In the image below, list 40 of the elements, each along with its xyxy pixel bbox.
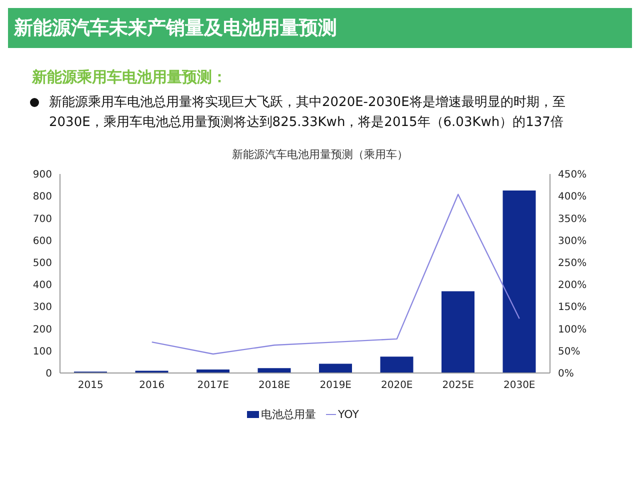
bar [442,291,474,373]
x-tick-label: 2017E [197,380,230,392]
x-tick-label: 2030E [503,380,536,392]
text: 新能源汽车电池用量预测（乘用车） [231,147,409,162]
bar [380,356,414,373]
x-tick-label: 2016 [139,380,165,392]
legend-label: YOY [337,407,359,422]
bar [319,364,352,373]
legend-label: 电池总用量 [260,407,316,422]
x-tick-label: 2020E [380,380,413,392]
y-tick-label: 500 [32,258,52,269]
y-tick-label: 800 [32,192,52,203]
y-tick-label: 600 [32,236,52,247]
y-tick-label: 400 [32,280,52,292]
y-tick-label: 700 [32,214,52,225]
y-tick-label: 0 [46,368,52,380]
line-series [151,194,520,355]
text: 新能源乘用车电池总用量将实现巨大飞跃，其中2020E-2030E将是增速最明显的时期，至2030E，乘用车电池总用量预测将达到825.33Kwh，将是2015年（6.03Kwh）的137倍 [49,94,566,132]
y2-tick-label: 200% [558,280,587,292]
y2-tick-label: 400% [558,192,587,203]
y-tick-label: 900 [32,170,52,181]
y2-tick-label: 50% [558,346,580,358]
x-tick-label: 2025E [442,380,474,392]
y2-tick-label: 100% [558,324,587,336]
chart-subtitle: 新能源乘用车电池用量预测： [32,68,228,87]
y-tick-label: 300 [32,302,52,314]
bar [258,368,291,373]
y2-tick-label: 300% [558,236,587,247]
y2-tick-label: 250% [558,258,587,269]
chart-title: 新能源汽车未来产销量及电池用量预测 [8,8,632,48]
y-tick-label: 100 [32,346,52,358]
bar [502,190,536,373]
x-tick-label: 2015 [78,380,104,392]
x-tick-label: 2018E [258,380,290,392]
y2-tick-label: 450% [558,170,587,181]
y2-tick-label: 0% [558,368,574,380]
y2-tick-label: 150% [558,302,587,314]
x-tick-label: 2019E [320,380,352,392]
y-tick-label: 200 [32,324,52,336]
y2-tick-label: 350% [558,214,587,225]
